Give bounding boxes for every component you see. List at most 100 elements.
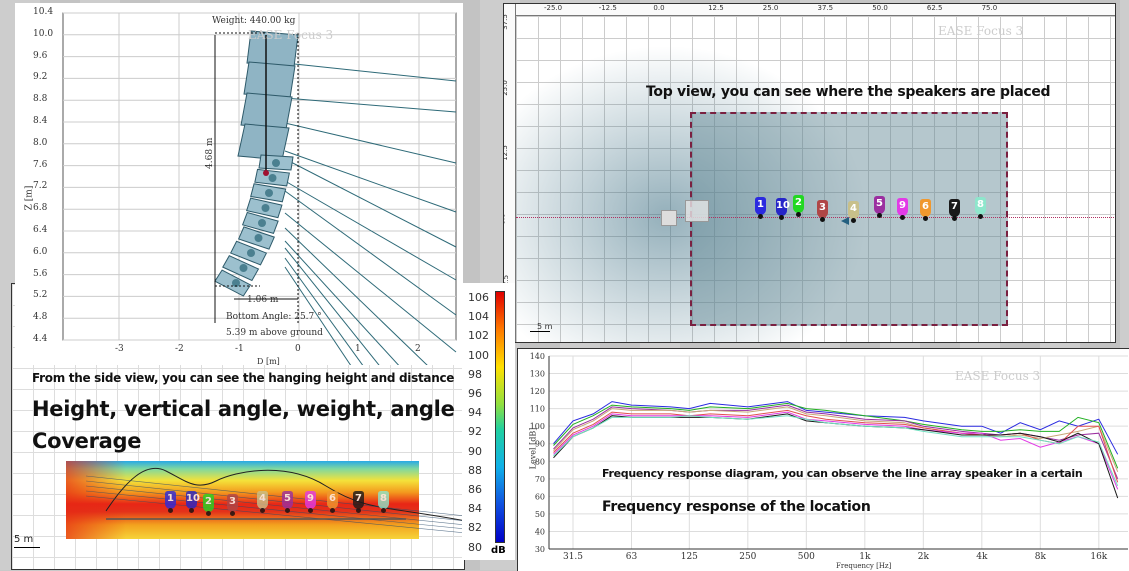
stage-box-2[interactable] xyxy=(685,200,709,222)
colorbar-tick: 80 xyxy=(468,540,482,554)
top-view-caption: Top view, you can see where the speakers… xyxy=(646,84,1051,100)
coverage-caption-small: From the side view, you can see the hang… xyxy=(32,371,455,385)
freq-series-1 xyxy=(553,401,1119,455)
speaker-icon-4: 4 xyxy=(848,201,859,223)
freq-y-tick: 130 xyxy=(530,370,545,379)
top-x-tick: 37.5 xyxy=(817,4,834,12)
top-view-ruler-x xyxy=(504,4,1115,16)
speaker-icon-1: 1 xyxy=(165,491,176,513)
bottom-angle-label: Bottom Angle: 25.7 ° xyxy=(226,312,322,322)
side-y-tick: 9.2 xyxy=(33,72,48,83)
top-view-watermark: EASE Focus 3 xyxy=(938,24,1024,38)
d-axis-label: D [m] xyxy=(257,357,280,365)
above-ground-label: 5.39 m above ground xyxy=(226,328,323,338)
driver-icon xyxy=(247,249,255,257)
top-x-tick: -25.0 xyxy=(544,4,563,12)
coverage-ray xyxy=(284,62,457,82)
coverage-ray xyxy=(284,257,364,365)
coverage-ray xyxy=(284,190,457,316)
side-x-tick: 1 xyxy=(355,344,361,354)
speaker-icon-1: 1 xyxy=(755,197,766,219)
freq-x-tick: 16k xyxy=(1090,552,1107,562)
freq-y-tick: 140 xyxy=(530,352,545,361)
coverage-scale-label: 5 m xyxy=(14,534,34,545)
freq-series-8 xyxy=(553,415,1119,486)
driver-icon xyxy=(268,174,277,182)
colorbar-tick: 92 xyxy=(468,425,482,439)
speaker-icon-10: 10 xyxy=(776,198,790,220)
top-y-tick: 25.0 xyxy=(503,79,509,96)
freq-x-tick: 31.5 xyxy=(563,552,583,562)
freq-x-tick: 4k xyxy=(976,552,988,562)
axis-line xyxy=(516,217,1115,218)
speaker-icon-5: 5 xyxy=(874,196,885,218)
freq-x-tick: 2k xyxy=(918,552,930,562)
colorbar-gradient xyxy=(495,291,505,543)
side-x-tick: -3 xyxy=(115,344,124,354)
colorbar-tick: 94 xyxy=(468,406,482,420)
freq-series-9 xyxy=(553,411,1119,490)
colorbar-tick: 90 xyxy=(468,444,482,458)
side-x-tick: -1 xyxy=(235,344,244,354)
speaker-icon-9: 9 xyxy=(305,491,316,513)
freq-y-tick: 40 xyxy=(535,527,545,536)
weight-label: Weight: 440.00 kg xyxy=(212,16,296,26)
side-y-tick: 8.0 xyxy=(33,137,48,148)
speaker-icon-5: 5 xyxy=(282,491,293,513)
colorbar-tick: 100 xyxy=(468,348,489,362)
freq-x-tick: 8k xyxy=(1035,552,1047,562)
coverage-ray xyxy=(284,97,457,113)
side-x-tick: -2 xyxy=(175,344,184,354)
side-y-tick: 6.4 xyxy=(33,225,48,235)
speaker-icon-7: 7 xyxy=(949,199,960,221)
coverage-ray xyxy=(284,122,457,164)
coverage-heatmap: 1 10 2 3 4 5 9 6 7 8 xyxy=(66,461,464,539)
top-x-tick: 25.0 xyxy=(762,4,779,12)
driver-icon xyxy=(254,234,263,242)
freq-x-tick: 250 xyxy=(739,552,756,562)
side-y-tick: 5.6 xyxy=(33,268,48,279)
frequency-response-panel: 140 130 120 110 100 90 80 70 60 50 40 30 31.5 63 125 25… xyxy=(517,348,1129,571)
top-x-tick: -12.5 xyxy=(598,4,617,12)
top-view-scale-bar: 5 m xyxy=(530,322,552,332)
top-x-tick: 0.0 xyxy=(653,4,665,12)
side-y-tick: 9.6 xyxy=(33,50,48,61)
driver-icon xyxy=(232,279,240,287)
coverage-ray xyxy=(284,150,457,213)
side-x-tick: 0 xyxy=(295,344,301,354)
side-y-tick: 10.0 xyxy=(33,28,54,39)
speaker-icon-2: 2 xyxy=(793,195,804,217)
colorbar-tick: 102 xyxy=(468,329,489,343)
colorbar-tick: 96 xyxy=(468,387,482,400)
freq-x-tick: 125 xyxy=(681,552,698,562)
freq-x-tick: 1k xyxy=(859,552,871,562)
freq-series-2 xyxy=(553,402,1119,469)
top-x-tick: 62.5 xyxy=(926,4,943,12)
freq-y-tick: 50 xyxy=(535,510,545,519)
side-y-tick: 7.6 xyxy=(33,159,48,170)
side-y-tick: 6.8 xyxy=(33,203,48,214)
listener-marker-icon[interactable] xyxy=(841,217,849,225)
speaker-icon-8: 8 xyxy=(975,197,986,219)
driver-icon xyxy=(239,264,248,272)
speaker-icon-7: 7 xyxy=(353,491,364,513)
speaker-icon-6: 6 xyxy=(327,491,338,513)
colorbar-tick: 86 xyxy=(468,483,482,496)
side-y-tick: 4.8 xyxy=(33,312,48,323)
coverage-ray xyxy=(284,158,457,248)
freq-y-tick: 30 xyxy=(535,545,545,554)
freq-y-tick: 110 xyxy=(530,405,545,414)
side-y-tick: 6.0 xyxy=(33,246,48,257)
frequency-ylabel: Level [dB] xyxy=(528,427,538,470)
driver-icon xyxy=(272,159,280,167)
side-x-tick: 2 xyxy=(415,344,421,354)
top-view-grid xyxy=(516,16,1115,342)
venue-area xyxy=(690,112,1008,326)
top-y-tick: 0.0 xyxy=(503,212,507,225)
stage-box-1[interactable] xyxy=(661,210,677,226)
colorbar-tick: 82 xyxy=(468,521,482,535)
top-view-scale-label: 5 m xyxy=(537,322,553,331)
side-y-tick: 8.8 xyxy=(33,94,48,105)
speaker-icon-6: 6 xyxy=(920,199,931,221)
colorbar-unit: dB xyxy=(491,545,506,556)
